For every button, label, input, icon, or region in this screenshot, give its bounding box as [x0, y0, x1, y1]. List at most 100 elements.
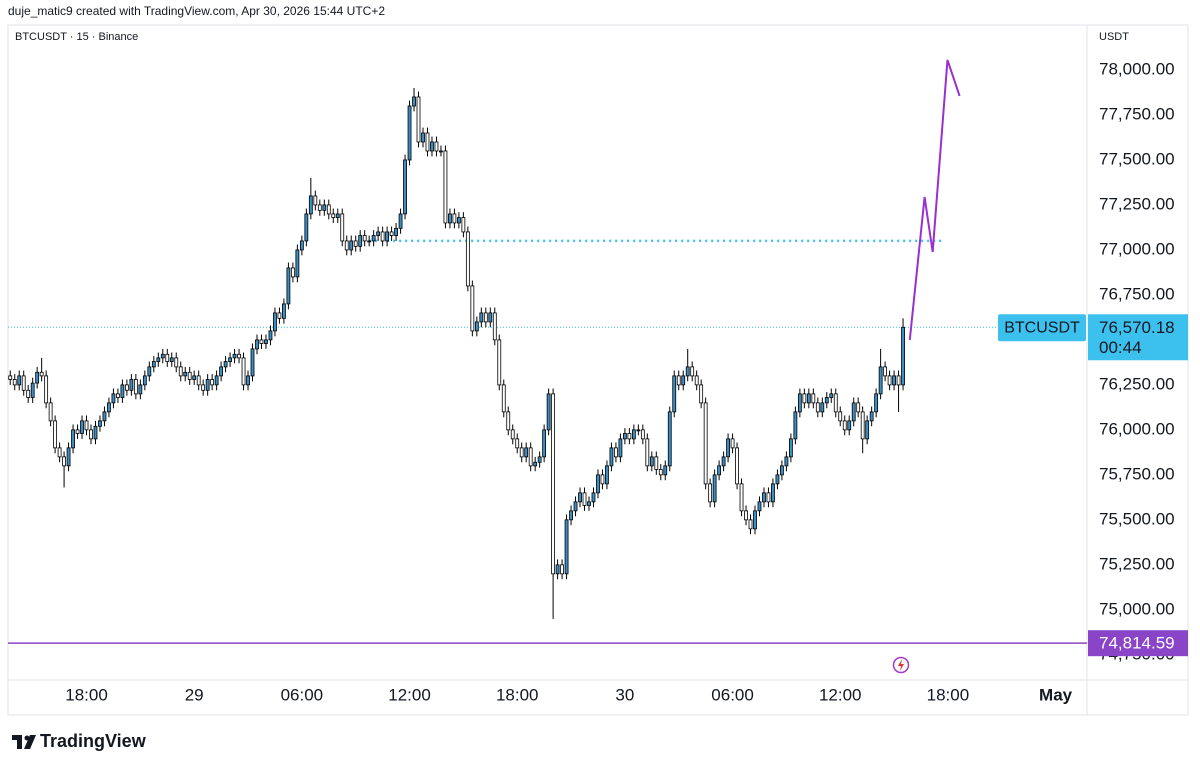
- candle-body: [353, 240, 358, 247]
- candle-body: [824, 397, 829, 404]
- y-tick-label: 76,000.00: [1099, 419, 1175, 438]
- candle-body: [510, 429, 515, 440]
- candle-body: [501, 384, 506, 413]
- x-tick-label: 30: [615, 685, 634, 704]
- candle-body: [389, 231, 394, 236]
- candle-body: [277, 312, 282, 319]
- candle-body: [412, 96, 416, 107]
- candle-body: [317, 204, 322, 211]
- alert-circle: [892, 656, 910, 674]
- candle-body: [851, 402, 856, 422]
- candle-body: [614, 447, 618, 458]
- x-tick-label: 18:00: [65, 685, 108, 704]
- candle-body: [757, 501, 762, 512]
- candle-body: [223, 361, 228, 368]
- candle-body: [806, 393, 811, 404]
- candle-body: [578, 492, 582, 503]
- logo-dot: [24, 735, 30, 741]
- candle-body: [573, 501, 578, 512]
- candle-body: [847, 420, 852, 431]
- logo-icon: [12, 735, 36, 749]
- candle-body: [326, 204, 331, 215]
- candle-body: [609, 447, 614, 467]
- candle-body: [219, 366, 224, 377]
- alert-bolt: [898, 659, 904, 671]
- candle-body: [820, 402, 825, 413]
- candle-body: [107, 402, 111, 413]
- candle-body: [232, 353, 237, 359]
- candle-body: [596, 474, 600, 494]
- candle-body: [398, 213, 403, 229]
- candle-body: [712, 474, 717, 503]
- candle-body: [667, 411, 672, 467]
- candle-body: [551, 393, 556, 575]
- candle-body: [681, 375, 686, 386]
- candle-body: [649, 456, 654, 467]
- countdown-label: 00:44: [1099, 338, 1142, 357]
- candle-body: [299, 240, 304, 251]
- candle-body: [57, 447, 62, 458]
- candle-body: [775, 474, 780, 485]
- candle-body: [676, 375, 681, 386]
- y-tick-label: 77,500.00: [1099, 149, 1175, 168]
- y-tick-label: 75,000.00: [1099, 599, 1175, 618]
- candle-body: [111, 393, 116, 404]
- candle-body: [721, 456, 726, 467]
- candle-body: [600, 474, 605, 485]
- level-badge-label: 74,814.59: [1099, 634, 1175, 653]
- candle-body: [89, 429, 93, 440]
- candle-body: [627, 433, 632, 440]
- candle-body: [564, 519, 569, 575]
- candle-body: [569, 510, 573, 521]
- candle-body: [730, 438, 735, 449]
- candle-body: [62, 456, 66, 467]
- candle-body: [71, 429, 75, 449]
- candle-body: [434, 141, 439, 152]
- candle-body: [869, 411, 874, 422]
- candle-body: [694, 375, 699, 386]
- candle-body: [308, 195, 313, 215]
- candle-body: [582, 492, 587, 506]
- candle-body: [856, 402, 861, 413]
- candle-body: [93, 425, 98, 440]
- candle-body: [385, 231, 390, 242]
- candle-body: [744, 510, 748, 521]
- candle-body: [17, 375, 22, 386]
- candle-body: [138, 384, 143, 395]
- candle-body: [640, 429, 645, 440]
- candle-body: [268, 330, 273, 341]
- candle-body: [116, 393, 120, 398]
- candle-body: [874, 393, 879, 413]
- candle-body: [362, 235, 367, 242]
- candle-body: [214, 375, 219, 386]
- candle-body: [120, 384, 125, 398]
- candle-body: [587, 501, 591, 506]
- candle-body: [205, 379, 210, 391]
- candle-body: [448, 213, 452, 224]
- candle-body: [192, 375, 197, 380]
- candle-body: [605, 465, 609, 485]
- candle-body: [892, 375, 896, 386]
- candle-body: [322, 204, 327, 211]
- candle-body: [21, 375, 26, 391]
- candle-body: [344, 240, 349, 251]
- candle-body: [156, 357, 161, 362]
- candle-body: [367, 240, 372, 243]
- candle-body: [515, 438, 520, 449]
- candle-body: [80, 420, 84, 434]
- candle-body: [896, 375, 901, 386]
- candle-body: [528, 447, 533, 467]
- candle-body: [524, 447, 529, 458]
- frame: [7, 24, 1189, 716]
- x-tick-label: 12:00: [388, 685, 431, 704]
- candle-body: [474, 321, 479, 332]
- y-tick-label: 77,750.00: [1099, 104, 1175, 123]
- candle-body: [708, 483, 713, 503]
- candle-body: [833, 393, 838, 413]
- candle-body: [133, 379, 138, 395]
- candle-body: [98, 420, 102, 427]
- candle-body: [124, 384, 129, 391]
